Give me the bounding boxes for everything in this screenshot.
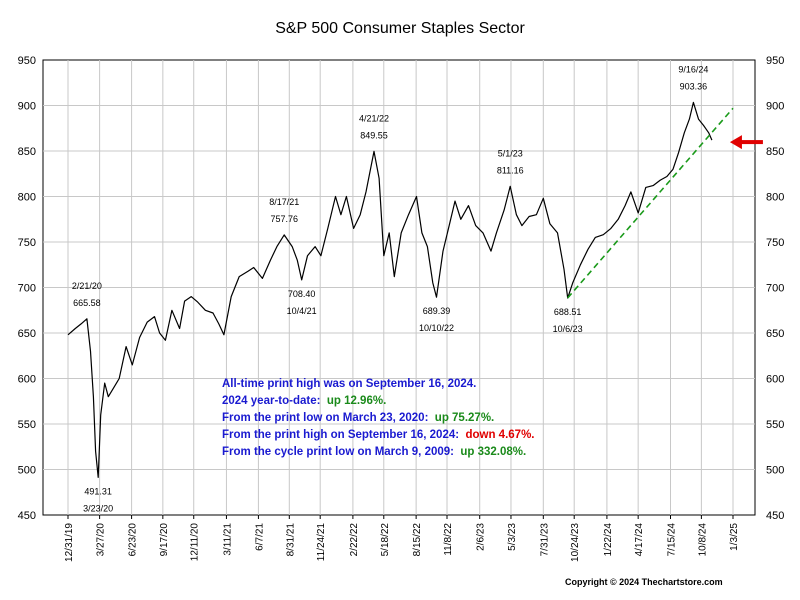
x-tick-label: 10/24/23 <box>570 523 581 562</box>
price-line <box>67 101 713 478</box>
x-tick-label: 4/17/24 <box>634 523 645 557</box>
x-tick-label: 7/31/23 <box>539 523 550 557</box>
annotation-value: 811.16 <box>497 165 524 175</box>
y-tick-label-left: 600 <box>18 374 36 386</box>
y-tick-label-left: 700 <box>18 283 36 295</box>
annotation-date: 689.39 <box>423 306 451 316</box>
info-line: From the print low on March 23, 2020: up… <box>222 412 494 424</box>
y-tick-label-right: 950 <box>766 55 784 67</box>
annotation-value: 849.55 <box>360 130 388 140</box>
info-segment: down 4.67%. <box>465 429 534 441</box>
annotation-value: 3/23/20 <box>83 503 113 513</box>
info-segment: up 332.08%. <box>460 446 526 458</box>
annotation-value: 665.58 <box>73 298 101 308</box>
y-axis-left: 450 500 550 600 650 700 750 800 850 900 950 <box>18 55 36 522</box>
x-tick-label: 11/8/22 <box>443 523 454 556</box>
chart-title: S&P 500 Consumer Staples Sector <box>275 20 525 37</box>
x-tick-label: 1/22/24 <box>603 523 614 557</box>
y-tick-label-left: 500 <box>18 465 36 477</box>
x-tick-label: 8/31/21 <box>285 523 296 557</box>
annotation-date: 5/1/23 <box>498 148 523 158</box>
info-segment: 2024 year-to-date: <box>222 395 327 407</box>
y-axis-right: 450 500 550 600 650 700 750 800 850 900 950 <box>766 55 784 522</box>
arrow-head <box>729 135 742 150</box>
x-tick-label: 1/3/25 <box>729 523 740 551</box>
annotation-date: 9/16/24 <box>678 64 708 74</box>
y-tick-label-left: 950 <box>18 55 36 67</box>
y-tick-label-left: 650 <box>18 328 36 340</box>
y-tick-label-left: 550 <box>18 419 36 431</box>
info-line: From the print high on September 16, 202… <box>222 429 535 441</box>
x-tick-label: 10/8/24 <box>697 523 708 557</box>
x-tick-label: 5/3/23 <box>507 523 518 551</box>
y-tick-label-right: 600 <box>766 374 784 386</box>
y-tick-label-left: 900 <box>18 101 36 113</box>
y-tick-label-right: 900 <box>766 101 784 113</box>
grid-lines <box>43 60 755 515</box>
x-tick-label: 6/7/21 <box>254 523 265 551</box>
y-tick-label-left: 450 <box>18 510 36 522</box>
annotation-value: 903.36 <box>680 81 708 91</box>
info-line: All-time print high was on September 16,… <box>222 378 476 390</box>
copyright-text: Copyright © 2024 Thechartstore.com <box>565 577 723 587</box>
info-segment: From the cycle print low on March 9, 200… <box>222 446 460 458</box>
annotation-date: 688.51 <box>554 307 582 317</box>
x-axis: 12/31/19 3/27/20 6/23/20 9/17/20 12/11/20 3/1… <box>64 515 740 562</box>
annotations: 2/21/20 665.58 491.31 3/23/20 8/17/21 757.76 7… <box>72 64 709 513</box>
annotation-date: 2/21/20 <box>72 281 102 291</box>
annotation-date: 491.31 <box>84 486 112 496</box>
info-line: From the cycle print low on March 9, 200… <box>222 446 526 458</box>
annotation-value: 10/4/21 <box>287 306 317 316</box>
trendline <box>567 107 734 299</box>
arrow-shaft <box>740 140 763 145</box>
info-segment: From the print high on September 16, 202… <box>222 429 465 441</box>
x-tick-label: 12/31/19 <box>64 523 75 562</box>
info-box: All-time print high was on September 16,… <box>222 378 535 458</box>
annotation-date: 708.40 <box>288 289 316 299</box>
y-tick-label-right: 700 <box>766 283 784 295</box>
y-tick-label-right: 850 <box>766 146 784 158</box>
annotation-value: 10/6/23 <box>553 324 583 334</box>
uptrend-line <box>567 107 734 299</box>
info-segment: All-time print high was on September 16,… <box>222 378 476 390</box>
y-tick-label-left: 750 <box>18 237 36 249</box>
info-segment: From the print low on March 23, 2020: <box>222 412 435 424</box>
y-tick-label-right: 450 <box>766 510 784 522</box>
info-segment: up 12.96%. <box>327 395 386 407</box>
x-tick-label: 5/18/22 <box>380 523 391 557</box>
red-arrow-icon <box>729 135 763 150</box>
x-tick-label: 8/15/22 <box>412 523 423 557</box>
x-tick-label: 9/17/20 <box>159 523 170 557</box>
y-tick-label-left: 800 <box>18 192 36 204</box>
x-tick-label: 11/24/21 <box>316 523 327 562</box>
x-tick-label: 3/27/20 <box>96 523 107 557</box>
y-tick-label-right: 800 <box>766 192 784 204</box>
y-tick-label-right: 650 <box>766 328 784 340</box>
x-tick-label: 7/15/24 <box>666 523 677 557</box>
info-line: 2024 year-to-date: up 12.96%. <box>222 395 386 407</box>
y-tick-label-right: 750 <box>766 237 784 249</box>
x-tick-label: 3/11/21 <box>222 523 233 556</box>
price-series <box>67 101 713 478</box>
x-tick-label: 12/11/20 <box>190 523 201 562</box>
y-tick-label-left: 850 <box>18 146 36 158</box>
x-tick-label: 2/6/23 <box>476 523 487 551</box>
annotation-value: 10/10/22 <box>419 323 454 333</box>
x-tick-label: 6/23/20 <box>128 523 139 557</box>
annotation-date: 4/21/22 <box>359 113 389 123</box>
y-tick-label-right: 550 <box>766 419 784 431</box>
x-tick-label: 2/22/22 <box>349 523 360 557</box>
y-tick-label-right: 500 <box>766 465 784 477</box>
annotation-date: 8/17/21 <box>269 197 299 207</box>
info-segment: up 75.27%. <box>435 412 494 424</box>
annotation-value: 757.76 <box>270 214 298 224</box>
